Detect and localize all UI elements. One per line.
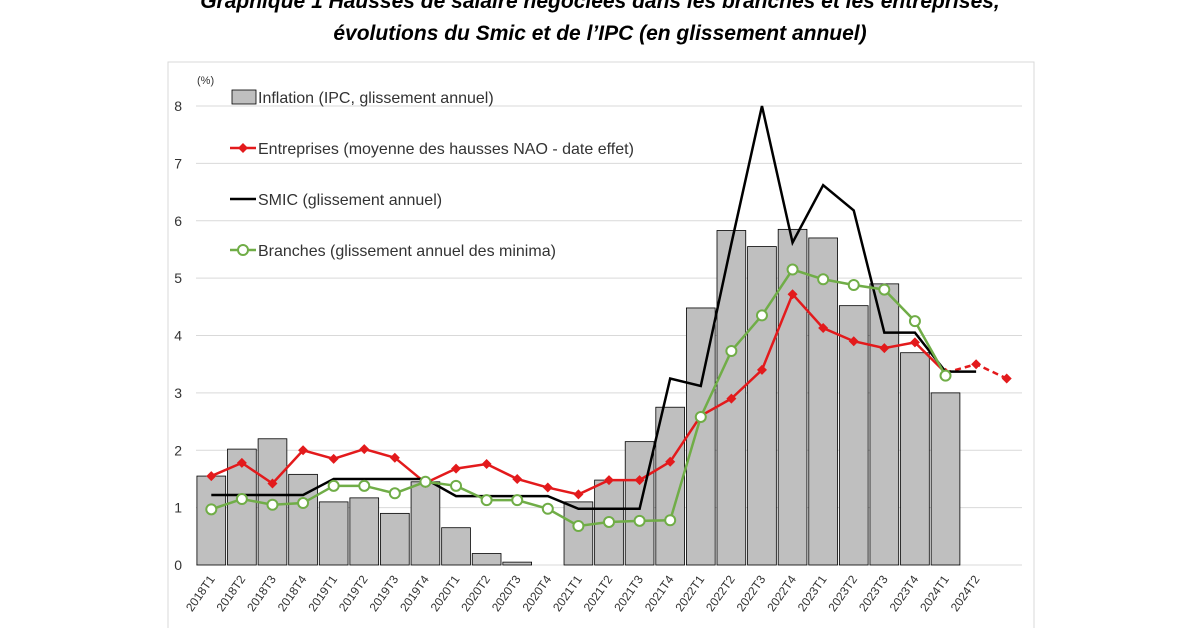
y-tick-label: 2: [174, 442, 182, 458]
point: [971, 359, 982, 370]
y-tick-label: 4: [174, 328, 182, 344]
point: [817, 273, 830, 286]
point: [908, 315, 921, 328]
point: [787, 289, 798, 300]
bar: [471, 553, 502, 566]
y-unit: (%): [197, 75, 214, 87]
point: [848, 336, 859, 347]
y-tick-label: 5: [174, 270, 182, 286]
point: [847, 279, 860, 292]
bar: [838, 305, 869, 566]
point: [481, 459, 492, 470]
bar: [196, 475, 227, 566]
point: [511, 494, 524, 507]
bar: [808, 237, 838, 566]
point: [327, 479, 340, 492]
legend-label: Inflation (IPC, glissement annuel): [258, 90, 494, 107]
y-tick-label: 3: [174, 385, 182, 401]
point: [388, 487, 401, 500]
point: [726, 393, 737, 404]
point: [725, 344, 738, 357]
y-tick-label: 0: [174, 557, 182, 573]
bar: [502, 561, 533, 566]
point: [665, 456, 676, 467]
point: [359, 444, 370, 455]
bar: [655, 406, 685, 566]
bar: [563, 501, 594, 566]
point: [480, 494, 493, 507]
point: [450, 479, 463, 492]
bar: [349, 497, 380, 566]
bar: [318, 501, 349, 566]
chart-title: Graphique 1 Hausses de salaire négociées…: [200, 0, 1000, 13]
point: [328, 453, 339, 464]
point: [358, 479, 371, 492]
point: [236, 457, 247, 468]
legend-marker: [238, 143, 248, 153]
point: [1001, 373, 1012, 384]
point: [878, 283, 891, 296]
bar: [900, 352, 930, 566]
legend-swatch: [231, 89, 257, 105]
point: [939, 369, 952, 382]
point: [634, 475, 645, 486]
point: [419, 475, 432, 488]
point: [205, 503, 218, 516]
bar: [288, 473, 318, 566]
y-tick-label: 6: [174, 213, 182, 229]
point: [297, 497, 310, 510]
legend-label: SMIC (glissement annuel): [258, 192, 442, 209]
point: [573, 489, 584, 500]
bar: [777, 228, 808, 566]
point: [235, 493, 248, 506]
y-tick-label: 8: [174, 98, 182, 114]
point: [664, 514, 677, 527]
point: [572, 519, 585, 532]
legend-label: Entreprises (moyenne des hausses NAO - d…: [258, 141, 634, 158]
point: [389, 452, 400, 463]
bar: [685, 307, 716, 566]
point: [267, 478, 278, 489]
y-tick-label: 7: [174, 155, 182, 171]
bar: [747, 246, 777, 566]
point: [755, 309, 768, 322]
point: [266, 498, 279, 511]
point: [818, 323, 829, 334]
point: [206, 471, 217, 482]
point: [633, 514, 646, 527]
point: [786, 263, 799, 276]
bar: [441, 527, 471, 566]
chart-title: évolutions du Smic et de l’IPC (en gliss…: [333, 22, 866, 45]
bar: [869, 283, 900, 566]
y-tick-label: 1: [174, 500, 182, 516]
point: [451, 463, 462, 474]
legend-label: Branches (glissement annuel des minima): [258, 243, 556, 260]
point: [879, 343, 890, 354]
point: [694, 410, 707, 423]
point: [603, 515, 615, 528]
point: [756, 364, 767, 375]
point: [542, 482, 553, 493]
line: [211, 105, 977, 511]
point: [512, 473, 523, 484]
point: [298, 445, 309, 456]
point: [909, 337, 920, 348]
point: [604, 475, 614, 486]
bar: [380, 512, 410, 566]
legend-marker: [237, 244, 249, 256]
bar: [930, 392, 961, 566]
bar: [410, 481, 441, 566]
point: [541, 502, 554, 515]
